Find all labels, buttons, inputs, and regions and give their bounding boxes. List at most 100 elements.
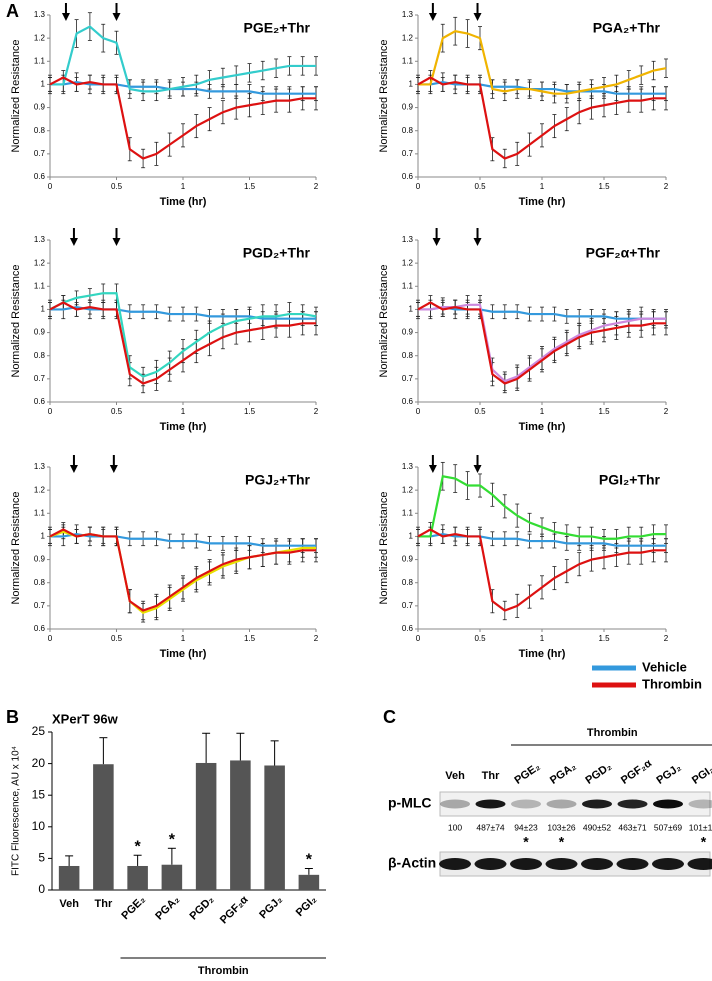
row-label: p-MLC bbox=[388, 795, 432, 811]
series-line bbox=[418, 80, 666, 95]
y-tick-label: 1.1 bbox=[34, 281, 46, 290]
y-tick-label: 1 bbox=[41, 80, 46, 89]
y-tick-label: 0.9 bbox=[402, 555, 414, 564]
arrow bbox=[428, 3, 437, 21]
y-tick-label: 1.3 bbox=[402, 10, 414, 19]
x-tick-label: PGF₂α bbox=[218, 894, 251, 927]
significance-mark: * bbox=[559, 834, 565, 850]
blot-band bbox=[688, 799, 712, 809]
y-axis-label: Normalized Resistance bbox=[378, 491, 390, 604]
blot-band bbox=[511, 799, 541, 809]
blot-band bbox=[474, 858, 507, 870]
y-tick-label: 0.7 bbox=[34, 374, 46, 383]
y-tick-label: 1.1 bbox=[34, 56, 46, 65]
panel-label: C bbox=[383, 707, 396, 727]
quantification: 507±69 bbox=[654, 822, 683, 832]
y-tick-label: 1.3 bbox=[34, 10, 46, 19]
bar bbox=[230, 760, 251, 890]
group-label: Thrombin bbox=[587, 727, 638, 739]
bar bbox=[127, 865, 148, 890]
y-tick-label: 25 bbox=[32, 724, 46, 738]
x-tick-label: 2 bbox=[664, 182, 669, 191]
significance-mark: * bbox=[306, 852, 313, 869]
arrow bbox=[473, 228, 482, 246]
x-tick-label: 1.5 bbox=[598, 634, 610, 643]
arrow bbox=[112, 228, 121, 246]
x-tick-label: 1 bbox=[181, 182, 186, 191]
x-tick-label: 0 bbox=[48, 634, 53, 643]
arrow bbox=[112, 3, 121, 21]
lane-label: PGE₂ bbox=[513, 761, 543, 787]
y-tick-label: 1 bbox=[409, 305, 414, 314]
x-axis-label: Time (hr) bbox=[160, 421, 207, 433]
arrow bbox=[473, 455, 482, 473]
y-tick-label: 1.1 bbox=[402, 508, 414, 517]
y-axis-label: Normalized Resistance bbox=[10, 39, 22, 152]
bar bbox=[195, 762, 217, 890]
y-tick-label: 0.8 bbox=[34, 126, 46, 135]
blot-band bbox=[617, 799, 648, 809]
y-tick-label: 0.9 bbox=[402, 328, 414, 337]
x-tick-label: PGJ₂ bbox=[257, 894, 285, 922]
lane-label: PGJ₂ bbox=[655, 762, 684, 787]
y-tick-label: 0.6 bbox=[402, 397, 414, 406]
blot-band bbox=[510, 858, 542, 870]
y-tick-label: 5 bbox=[38, 851, 45, 865]
y-tick-label: 1.3 bbox=[34, 462, 46, 471]
y-tick-label: 1.1 bbox=[34, 508, 46, 517]
chart-title: PGD₂+Thr bbox=[243, 245, 311, 261]
series-line bbox=[49, 528, 316, 612]
y-tick-label: 0.6 bbox=[402, 624, 414, 633]
y-tick-label: 0.7 bbox=[34, 601, 46, 610]
y-tick-label: 0.6 bbox=[34, 397, 46, 406]
y-tick-label: 15 bbox=[32, 787, 46, 801]
y-tick-label: 0.8 bbox=[34, 578, 46, 587]
y-tick-label: 1.2 bbox=[34, 33, 46, 42]
x-tick-label: 1 bbox=[540, 407, 545, 416]
significance-mark: * bbox=[169, 832, 176, 849]
blot-band bbox=[652, 858, 684, 870]
bar bbox=[93, 764, 114, 890]
x-tick-label: PGA₂ bbox=[153, 894, 182, 923]
blot-band bbox=[581, 858, 613, 870]
y-axis-label: Normalized Resistance bbox=[10, 264, 22, 377]
y-axis-label: Normalized Resistance bbox=[10, 491, 22, 604]
panel-label: A bbox=[6, 1, 19, 21]
chart-title: PGI₂+Thr bbox=[599, 472, 661, 488]
x-tick-label: 1.5 bbox=[244, 634, 256, 643]
x-axis-label: Time (hr) bbox=[519, 421, 566, 433]
x-tick-label: 2 bbox=[314, 182, 319, 191]
x-tick-label: 0 bbox=[416, 182, 421, 191]
quantification: 490±52 bbox=[583, 822, 612, 832]
series-line bbox=[49, 292, 317, 378]
series-line bbox=[49, 76, 316, 160]
quantification: 487±74 bbox=[476, 822, 505, 832]
y-tick-label: 0.9 bbox=[402, 103, 414, 112]
x-tick-label: 0 bbox=[48, 182, 53, 191]
x-tick-label: 0.5 bbox=[474, 182, 486, 191]
x-tick-label: 2 bbox=[664, 407, 669, 416]
chart-title: PGE₂+Thr bbox=[243, 20, 310, 36]
x-tick-label: 1.5 bbox=[598, 407, 610, 416]
series-line bbox=[417, 528, 666, 612]
chart-title: PGF₂α+Thr bbox=[586, 245, 661, 261]
y-tick-label: 1.1 bbox=[402, 56, 414, 65]
blot-band bbox=[653, 799, 683, 809]
x-tick-label: 2 bbox=[664, 634, 669, 643]
quantification: 101±16(%) bbox=[689, 822, 712, 832]
series-line bbox=[418, 474, 666, 540]
y-tick-label: 0.7 bbox=[402, 374, 414, 383]
y-tick-label: 0.9 bbox=[34, 555, 46, 564]
x-tick-label: 0 bbox=[48, 407, 53, 416]
bar bbox=[161, 864, 183, 890]
significance-mark: * bbox=[523, 834, 529, 850]
series-line bbox=[49, 301, 316, 385]
x-tick-label: 1.5 bbox=[244, 407, 256, 416]
arrow bbox=[428, 455, 437, 473]
blot-band bbox=[687, 858, 712, 870]
y-tick-label: 0.8 bbox=[402, 126, 414, 135]
x-tick-label: 0 bbox=[416, 634, 421, 643]
y-tick-label: 1.2 bbox=[34, 485, 46, 494]
y-tick-label: 0.9 bbox=[34, 328, 46, 337]
series-line bbox=[50, 25, 316, 93]
